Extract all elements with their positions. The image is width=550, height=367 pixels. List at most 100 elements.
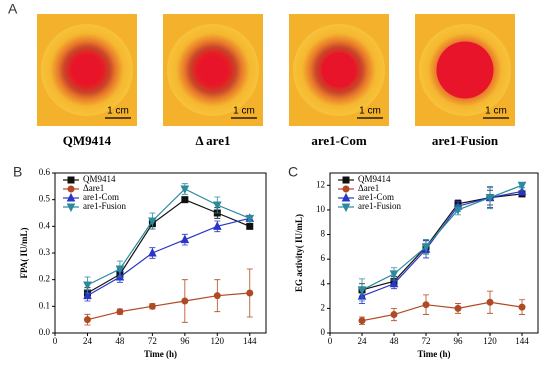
plate-photos: 1 cm 1 cm 1 cm 1 cm — [37, 14, 515, 126]
marker — [453, 206, 463, 216]
series-line — [87, 198, 250, 294]
marker — [357, 286, 367, 296]
y-tick-label: 0.2 — [39, 274, 50, 284]
y-tick-label: 4 — [321, 278, 326, 288]
legend-marker — [67, 176, 75, 184]
colony — [199, 56, 227, 84]
legend-marker — [66, 192, 76, 202]
y-tick-label: 0.4 — [39, 220, 51, 230]
marker — [246, 222, 254, 230]
series-line — [87, 217, 250, 297]
y-tick-label: 2 — [321, 302, 326, 312]
marker — [246, 289, 254, 297]
y-tick-label: 10 — [316, 204, 326, 214]
marker — [148, 217, 157, 227]
scale-label: 1 cm — [233, 106, 255, 117]
legend-label: are1-Com — [83, 192, 119, 202]
legend-label: Δare1 — [83, 183, 104, 193]
x-axis-title: Time (h) — [417, 349, 450, 359]
scale-label: 1 cm — [485, 106, 507, 117]
legend-label: QM9414 — [358, 174, 391, 184]
x-tick-label: 72 — [422, 336, 431, 346]
x-tick-label: 96 — [454, 336, 464, 346]
series-line — [87, 292, 250, 321]
marker — [485, 194, 495, 203]
marker — [148, 302, 156, 310]
marker — [454, 304, 462, 312]
marker — [517, 186, 527, 195]
x-axis-title: Time (h) — [144, 349, 177, 359]
plate-label: are1-Fusion — [432, 133, 499, 148]
legend-label: are1-Com — [358, 192, 394, 202]
marker — [422, 301, 430, 309]
legend-label: Δare1 — [358, 183, 379, 193]
plot-frame — [329, 172, 539, 334]
x-tick-label: 48 — [115, 336, 125, 346]
y-tick-label: 12 — [316, 179, 325, 189]
plate-label: QM9414 — [63, 133, 112, 148]
plate-label: are1-Com — [311, 133, 367, 148]
legend-marker — [341, 192, 351, 202]
legend-marker — [341, 203, 351, 213]
marker — [212, 221, 222, 230]
x-tick-label: 48 — [390, 336, 400, 346]
scale-label: 1 cm — [359, 106, 381, 117]
colony — [72, 55, 102, 85]
x-tick-label: 120 — [211, 336, 225, 346]
series-line — [87, 188, 250, 286]
marker — [83, 316, 91, 324]
legend-label: are1-Fusion — [358, 201, 401, 211]
marker — [83, 281, 92, 291]
series-line — [361, 301, 523, 322]
marker — [115, 265, 125, 275]
y-tick-label: 8 — [321, 229, 326, 239]
y-tick-label: 0.1 — [39, 300, 50, 310]
x-tick-label: 24 — [358, 336, 368, 346]
marker — [390, 311, 398, 319]
legend-marker — [66, 203, 76, 213]
marker — [486, 298, 494, 306]
marker — [181, 297, 189, 305]
legend-marker — [67, 185, 75, 193]
marker — [245, 214, 255, 224]
y-tick-label: 0.5 — [39, 194, 51, 204]
y-axis-title: EG activity( IU/mL) — [294, 214, 304, 292]
panel-label: B — [13, 164, 22, 180]
y-tick-label: 0.0 — [39, 327, 51, 337]
legend-label: QM9414 — [83, 174, 116, 184]
panel-label: A — [8, 1, 18, 17]
x-tick-label: 120 — [483, 336, 497, 346]
marker — [518, 303, 526, 311]
marker — [358, 317, 366, 325]
y-tick-label: 0 — [321, 327, 326, 337]
marker — [517, 181, 527, 191]
legend-marker — [342, 185, 350, 193]
series-line — [361, 184, 523, 291]
marker — [180, 185, 190, 195]
marker — [180, 234, 190, 244]
marker — [83, 290, 92, 300]
x-tick-label: 72 — [148, 336, 157, 346]
marker — [181, 196, 189, 204]
marker — [389, 278, 399, 288]
colony — [436, 41, 494, 99]
marker — [213, 292, 221, 300]
scale-label: 1 cm — [107, 106, 129, 117]
y-tick-label: 6 — [321, 253, 326, 263]
x-tick-label: 144 — [515, 336, 529, 346]
x-tick-label: 0 — [53, 336, 58, 346]
x-tick-label: 96 — [180, 336, 190, 346]
marker — [389, 270, 399, 280]
plate-label: Δ are1 — [196, 133, 231, 148]
marker — [212, 201, 222, 211]
y-tick-label: 0.3 — [39, 247, 51, 257]
y-tick-label: 0.6 — [39, 167, 51, 177]
x-tick-label: 0 — [328, 336, 333, 346]
x-tick-label: 24 — [83, 336, 93, 346]
legend-label: are1-Fusion — [83, 201, 126, 211]
marker — [421, 243, 431, 252]
x-tick-label: 144 — [243, 336, 257, 346]
y-axis-title: FPA( IU/mL) — [19, 227, 29, 278]
marker — [116, 308, 124, 316]
